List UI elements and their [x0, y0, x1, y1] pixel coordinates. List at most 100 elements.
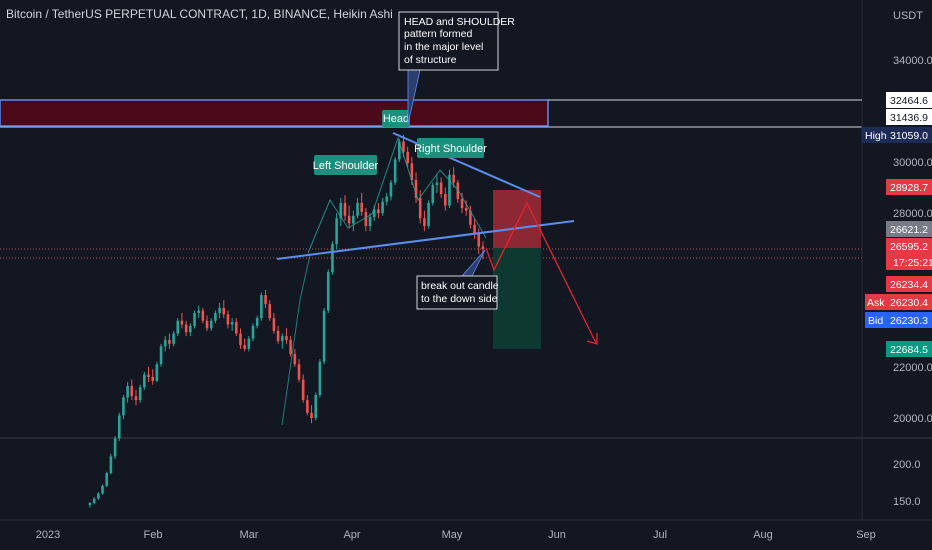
stop-loss-zone[interactable]	[493, 190, 541, 248]
candle-body	[473, 224, 476, 234]
rally-trace	[281, 254, 311, 426]
svg-text:31059.0: 31059.0	[890, 130, 928, 142]
candle-body	[155, 364, 159, 381]
candle-body	[423, 218, 426, 226]
svg-text:26595.2: 26595.2	[890, 241, 928, 253]
candle-body	[477, 233, 481, 247]
candle-body	[381, 201, 384, 214]
badge-bid: Bid 26230.3	[865, 312, 932, 328]
note-line-1: HEAD and SHOULDER	[404, 16, 515, 28]
candle-body	[230, 322, 234, 325]
badge-32464: 32464.6	[886, 92, 932, 108]
candle-body	[113, 438, 117, 457]
candle-body	[147, 374, 150, 378]
svg-text:26230.4: 26230.4	[890, 297, 928, 309]
candle-body	[255, 318, 259, 326]
candle-body	[464, 208, 468, 211]
volume-tick-200: 200.0	[893, 459, 921, 471]
svg-text:22684.5: 22684.5	[890, 344, 928, 356]
svg-text:Ask: Ask	[867, 297, 885, 309]
candle-body	[339, 202, 343, 219]
candle-body	[448, 174, 451, 206]
candle-body	[218, 307, 221, 314]
candle-body	[168, 339, 171, 344]
candle-body	[97, 493, 100, 499]
badge-22684: 22684.5	[886, 341, 932, 357]
badge-high: High 31059.0	[862, 127, 932, 143]
candle-body	[402, 141, 405, 152]
svg-text:32464.6: 32464.6	[890, 95, 928, 107]
candle-body	[184, 324, 188, 333]
pattern-trace	[307, 136, 487, 254]
candle-body	[126, 386, 129, 398]
label-left-shoulder-text: Left Shoulder	[313, 160, 379, 172]
label-right-shoulder-text: Right Shoulder	[414, 143, 487, 155]
candle-body	[301, 379, 305, 401]
price-tick-22000: 22000.0	[893, 362, 932, 374]
candle-body	[368, 217, 372, 226]
candle-body	[138, 387, 142, 401]
breakout-line-2: to the down side	[421, 293, 498, 305]
price-tick-20000: 20000.0	[893, 413, 932, 425]
price-tick-28000: 28000.0	[893, 208, 932, 220]
label-left-shoulder[interactable]: Left Shoulder	[313, 155, 379, 175]
note-breakout[interactable]: break out candle to the down side	[416, 249, 499, 310]
candle-body	[360, 202, 363, 212]
candle-body	[406, 151, 409, 164]
take-profit-zone[interactable]	[493, 248, 541, 349]
time-axis[interactable]: 2023 Feb Mar Apr May Jun Jul Aug Sep	[36, 529, 876, 541]
candle-body	[297, 364, 301, 380]
time-tick-feb: Feb	[144, 529, 163, 541]
candle-body	[452, 174, 455, 183]
candle-body	[143, 374, 146, 388]
projection-arrow[interactable]	[485, 201, 597, 344]
note-line-2: pattern formed	[404, 28, 472, 40]
candle-body	[88, 502, 92, 506]
time-tick-2023: 2023	[36, 529, 60, 541]
candle-body	[105, 473, 109, 486]
candle-body	[172, 333, 175, 344]
candle-body	[101, 485, 104, 494]
time-tick-aug: Aug	[753, 529, 773, 541]
candle-body	[280, 336, 284, 342]
candle-body	[385, 196, 389, 202]
svg-text:31436.9: 31436.9	[890, 112, 928, 124]
breakout-line-1: break out candle	[421, 280, 499, 292]
candle-body	[364, 211, 368, 226]
candle-body	[264, 295, 267, 305]
candle-body	[151, 377, 154, 381]
label-head[interactable]: Head	[382, 110, 410, 127]
candle-body	[205, 320, 209, 329]
candle-body	[289, 339, 292, 354]
candle-body	[134, 396, 138, 401]
time-tick-sep: Sep	[856, 529, 876, 541]
price-axis[interactable]: 34000.0 30000.0 28000.0 22000.0 20000.0 …	[893, 55, 932, 508]
candle-body	[260, 295, 263, 319]
candles-group	[88, 134, 485, 508]
candle-body	[331, 243, 334, 273]
candle-body	[418, 197, 422, 219]
arrow-head	[586, 333, 598, 345]
chart-title: Bitcoin / TetherUS PERPETUAL CONTRACT, 1…	[6, 7, 393, 21]
svg-text:26230.3: 26230.3	[890, 315, 928, 327]
note-head-and-shoulder[interactable]: HEAD and SHOULDER pattern formed in the …	[398, 11, 515, 125]
badge-last-price: 26595.2 17:25:21	[886, 238, 932, 270]
candle-body	[276, 330, 280, 342]
candle-body	[377, 209, 380, 214]
candle-body	[306, 400, 309, 413]
neckline[interactable]	[276, 220, 575, 260]
price-tick-30000: 30000.0	[893, 157, 932, 169]
candle-body	[410, 163, 414, 180]
supply-zone[interactable]	[0, 99, 549, 127]
candle-body	[197, 310, 200, 314]
candle-body	[117, 415, 121, 439]
badge-26621: 26621.2	[886, 221, 932, 237]
candle-body	[122, 397, 125, 416]
candle-body	[193, 313, 196, 326]
candle-body	[189, 325, 192, 333]
candle-body	[322, 310, 326, 362]
label-right-shoulder[interactable]: Right Shoulder	[414, 138, 487, 158]
badge-26234: 26234.4	[886, 276, 932, 292]
candle-body	[427, 202, 430, 226]
